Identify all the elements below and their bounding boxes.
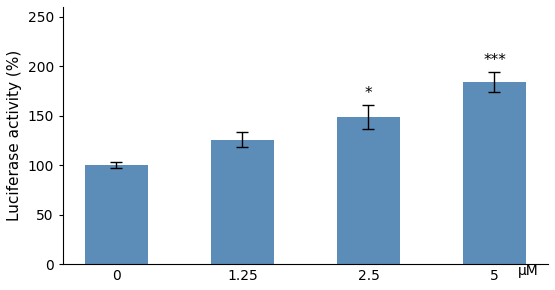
Bar <box>337 117 400 264</box>
Bar <box>85 165 148 264</box>
Bar <box>211 139 274 264</box>
Y-axis label: Luciferase activity (%): Luciferase activity (%) <box>7 50 22 221</box>
Text: *: * <box>365 86 372 101</box>
Text: μM: μM <box>518 264 538 278</box>
Text: ***: *** <box>483 53 506 68</box>
Bar <box>463 82 526 264</box>
